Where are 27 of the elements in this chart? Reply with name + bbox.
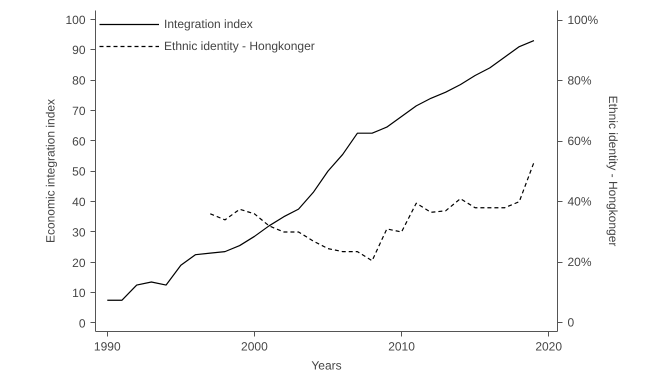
legend-label: Integration index — [164, 17, 253, 31]
y2-tick-label: 20% — [568, 255, 592, 270]
y-tick-label: 60 — [72, 134, 86, 148]
y-tick-label: 10 — [72, 286, 86, 300]
y-axis-title: Economic integration index — [43, 98, 58, 244]
y-tick-label: 70 — [72, 104, 86, 118]
line-series — [106, 40, 535, 301]
y-tick-label: 80 — [72, 74, 86, 88]
y-tick-label: 100 — [65, 12, 86, 27]
y2-tick-label: 100% — [568, 13, 599, 28]
y2-tick-label: 0 — [568, 316, 574, 330]
y2-tick-label: 60% — [568, 134, 592, 148]
y-tick-label: 50 — [72, 164, 86, 179]
y-tick-label: 30 — [72, 225, 86, 240]
x-tick-label: 2010 — [388, 340, 416, 354]
y2-axis-title: Ethnic identity - Hongkonger — [606, 96, 620, 246]
legend-label: Ethnic identity - Hongkonger — [164, 39, 315, 53]
y2-tick-label: 80% — [568, 74, 592, 88]
x-tick-label: 1990 — [94, 340, 121, 354]
x-axis-title: Years — [311, 358, 342, 372]
y-tick-label: 20 — [72, 256, 86, 270]
x-tick-label: 2020 — [535, 340, 562, 354]
y-tick-label: 90 — [72, 43, 86, 58]
y2-tick-label: 40% — [568, 194, 592, 209]
y-tick-label: 40 — [72, 195, 86, 210]
x-tick-label: 2000 — [241, 340, 268, 354]
y-tick-label: 0 — [78, 316, 86, 330]
